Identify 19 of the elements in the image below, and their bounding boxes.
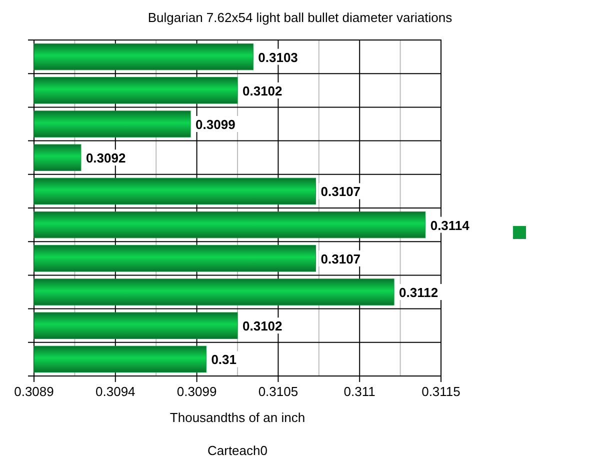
x-tick-label: 0.3105	[258, 384, 298, 399]
x-tick-label: 0.3094	[96, 384, 136, 399]
chart-title: Bulgarian 7.62x54 light ball bullet diameter variations	[148, 10, 453, 25]
data-label: 0.31	[211, 352, 237, 368]
data-label: 0.3107	[320, 184, 361, 200]
data-label: 0.3103	[258, 50, 298, 65]
data-label: 0.3102	[242, 318, 282, 334]
x-tick-label: 0.311	[344, 384, 376, 399]
data-label: 0.3107	[320, 251, 361, 266]
x-tick-label: 0.3099	[176, 384, 217, 399]
data-label: 0.3092	[86, 150, 126, 166]
text: Carteach0	[208, 443, 268, 458]
x-tick-label: 0.3089	[14, 384, 54, 399]
x-axis-title: Thousandths of an inch	[170, 410, 306, 425]
data-label: 0.3102	[242, 83, 282, 98]
data-label: 0.3112	[399, 285, 438, 300]
data-label: 0.3114	[430, 218, 470, 233]
x-tick-label: 0.3115	[422, 384, 460, 399]
data-label: 0.3099	[196, 117, 236, 132]
